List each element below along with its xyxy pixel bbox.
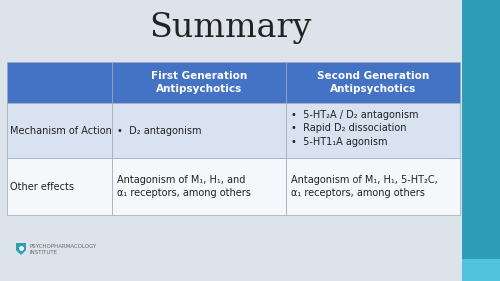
Text: Antagonism of M₁, H₁, and
α₁ receptors, among others: Antagonism of M₁, H₁, and α₁ receptors, … [116, 175, 250, 198]
Bar [462, 259, 500, 281]
Bar [112, 62, 286, 103]
Bar [286, 62, 460, 103]
Bar [7, 158, 112, 215]
Text: •  Rapid D₂ dissociation: • Rapid D₂ dissociation [291, 123, 406, 133]
Text: Second Generation
Antipsychotics: Second Generation Antipsychotics [317, 71, 429, 94]
Text: •  D₂ antagonism: • D₂ antagonism [116, 126, 201, 135]
Polygon shape [16, 243, 26, 255]
Text: Mechanism of Action: Mechanism of Action [10, 126, 112, 135]
Text: PSYCHOPHARMACOLOGY: PSYCHOPHARMACOLOGY [29, 244, 96, 250]
Bar [7, 103, 112, 158]
Bar [286, 103, 460, 158]
Text: Summary: Summary [149, 12, 311, 44]
Text: First Generation
Antipsychotics: First Generation Antipsychotics [150, 71, 247, 94]
Bar [286, 158, 460, 215]
Bar [112, 103, 286, 158]
Text: INSTITUTE: INSTITUTE [29, 250, 57, 255]
Text: •  5-HT₂A / D₂ antagonism: • 5-HT₂A / D₂ antagonism [291, 110, 418, 120]
Bar [462, 0, 500, 259]
Bar [112, 158, 286, 215]
Text: •  5-HT1₁A agonism: • 5-HT1₁A agonism [291, 137, 388, 147]
Text: Other effects: Other effects [10, 182, 74, 191]
Text: Antagonism of M₁, H₁, 5-HT₂C,
α₁ receptors, among others: Antagonism of M₁, H₁, 5-HT₂C, α₁ recepto… [291, 175, 438, 198]
Bar [7, 62, 112, 103]
